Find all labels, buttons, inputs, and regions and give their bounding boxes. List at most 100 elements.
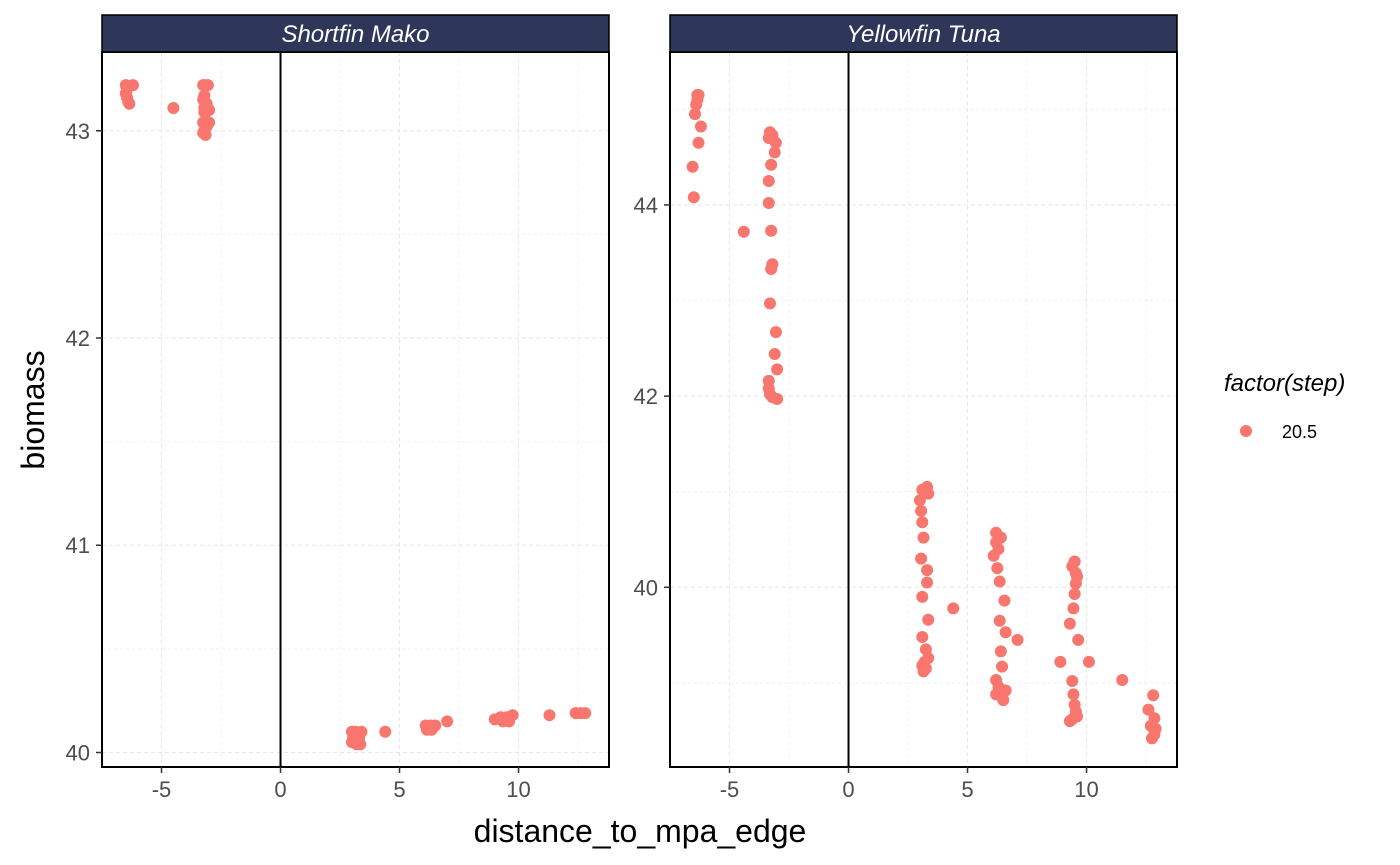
data-point <box>987 549 1000 562</box>
data-point <box>768 348 781 361</box>
data-point <box>737 225 750 238</box>
data-point <box>916 590 929 603</box>
data-point <box>425 723 438 736</box>
x-tick-label: 0 <box>274 777 286 802</box>
data-point <box>1067 688 1080 701</box>
data-point <box>915 552 928 565</box>
data-point <box>913 494 926 507</box>
data-point <box>917 665 930 678</box>
y-tick-label: 43 <box>66 119 90 144</box>
x-tick-label: 5 <box>961 777 973 802</box>
x-tick-label: -5 <box>720 777 740 802</box>
data-point <box>126 79 139 92</box>
data-point <box>379 725 392 738</box>
x-tick-label: 10 <box>506 777 530 802</box>
data-point <box>765 224 778 237</box>
legend: factor(step) 20.5 <box>1224 370 1345 442</box>
data-point <box>993 575 1006 588</box>
data-point <box>441 715 454 728</box>
y-tick-label: 40 <box>66 740 90 765</box>
data-point <box>922 613 935 626</box>
data-point <box>1063 715 1076 728</box>
data-point <box>1069 577 1082 590</box>
data-point <box>763 297 776 310</box>
y-tick-label: 44 <box>634 193 658 218</box>
data-point <box>123 97 136 110</box>
data-point <box>1054 655 1067 668</box>
facet-strip-title: Shortfin Mako <box>281 21 429 48</box>
legend-title: factor(step) <box>1224 370 1345 397</box>
x-tick-label: 10 <box>1074 777 1098 802</box>
data-point <box>1142 703 1155 716</box>
data-point <box>917 531 930 544</box>
data-point <box>999 626 1012 639</box>
data-point <box>1147 689 1160 702</box>
data-point <box>1067 602 1080 615</box>
data-point <box>916 516 929 529</box>
data-point <box>354 738 367 751</box>
y-tick-label: 41 <box>66 533 90 558</box>
facet-panel-1: Shortfin Mako -5 0 5 10 40 41 42 43 <box>66 14 610 802</box>
data-point <box>1116 674 1129 687</box>
y-tick-label: 40 <box>634 575 658 600</box>
x-axis-title: distance_to_mpa_edge <box>474 813 807 849</box>
data-point <box>947 602 960 615</box>
facet-strip <box>669 14 1178 53</box>
data-point <box>1011 633 1024 646</box>
data-point <box>543 709 556 722</box>
data-point <box>922 487 935 500</box>
data-point <box>199 128 212 141</box>
data-point <box>687 191 700 204</box>
data-point <box>769 136 782 149</box>
y-axis-title: biomass <box>15 350 51 469</box>
data-point <box>921 576 934 589</box>
data-point <box>579 707 592 720</box>
data-point <box>997 694 1010 707</box>
legend-key-point <box>1240 425 1252 437</box>
data-point <box>991 562 1004 575</box>
data-point <box>1146 732 1159 745</box>
data-point <box>999 684 1012 697</box>
panels-layer: Shortfin Mako -5 0 5 10 40 41 42 43 Yellowfin Tun… <box>66 14 1178 802</box>
data-point <box>688 108 701 121</box>
data-point <box>762 175 775 188</box>
y-tick-label: 42 <box>634 384 658 409</box>
facet-panel-2: Yellowfin Tuna -5 0 5 10 40 42 44 <box>634 14 1178 802</box>
data-point <box>765 158 778 171</box>
data-point <box>1063 617 1076 630</box>
facet-strip-title: Yellowfin Tuna <box>846 21 1000 48</box>
data-point <box>167 101 180 114</box>
data-point <box>694 120 707 133</box>
data-point <box>993 614 1006 627</box>
data-point <box>1072 633 1085 646</box>
data-point <box>916 631 929 643</box>
x-tick-label: -5 <box>152 777 172 802</box>
data-point <box>1066 674 1079 687</box>
data-point <box>921 564 934 577</box>
data-point <box>768 146 781 159</box>
y-tick-label: 42 <box>66 326 90 351</box>
data-point <box>692 136 705 149</box>
data-point <box>503 715 516 728</box>
x-tick-label: 5 <box>393 777 405 802</box>
data-point <box>765 262 778 275</box>
data-point <box>201 79 214 92</box>
data-point <box>994 645 1007 658</box>
legend-entry-label: 20.5 <box>1282 422 1317 442</box>
data-point <box>1068 587 1081 600</box>
data-point <box>915 504 928 517</box>
data-point <box>1082 655 1095 668</box>
data-point <box>686 160 699 173</box>
panel-background <box>102 52 609 767</box>
facet-strip <box>101 14 610 53</box>
data-point <box>762 197 775 210</box>
data-point <box>771 363 784 376</box>
data-point <box>690 98 703 111</box>
data-point <box>996 660 1009 673</box>
data-point <box>998 594 1011 607</box>
data-point <box>769 326 782 339</box>
x-tick-label: 0 <box>842 777 854 802</box>
data-point <box>771 392 784 405</box>
